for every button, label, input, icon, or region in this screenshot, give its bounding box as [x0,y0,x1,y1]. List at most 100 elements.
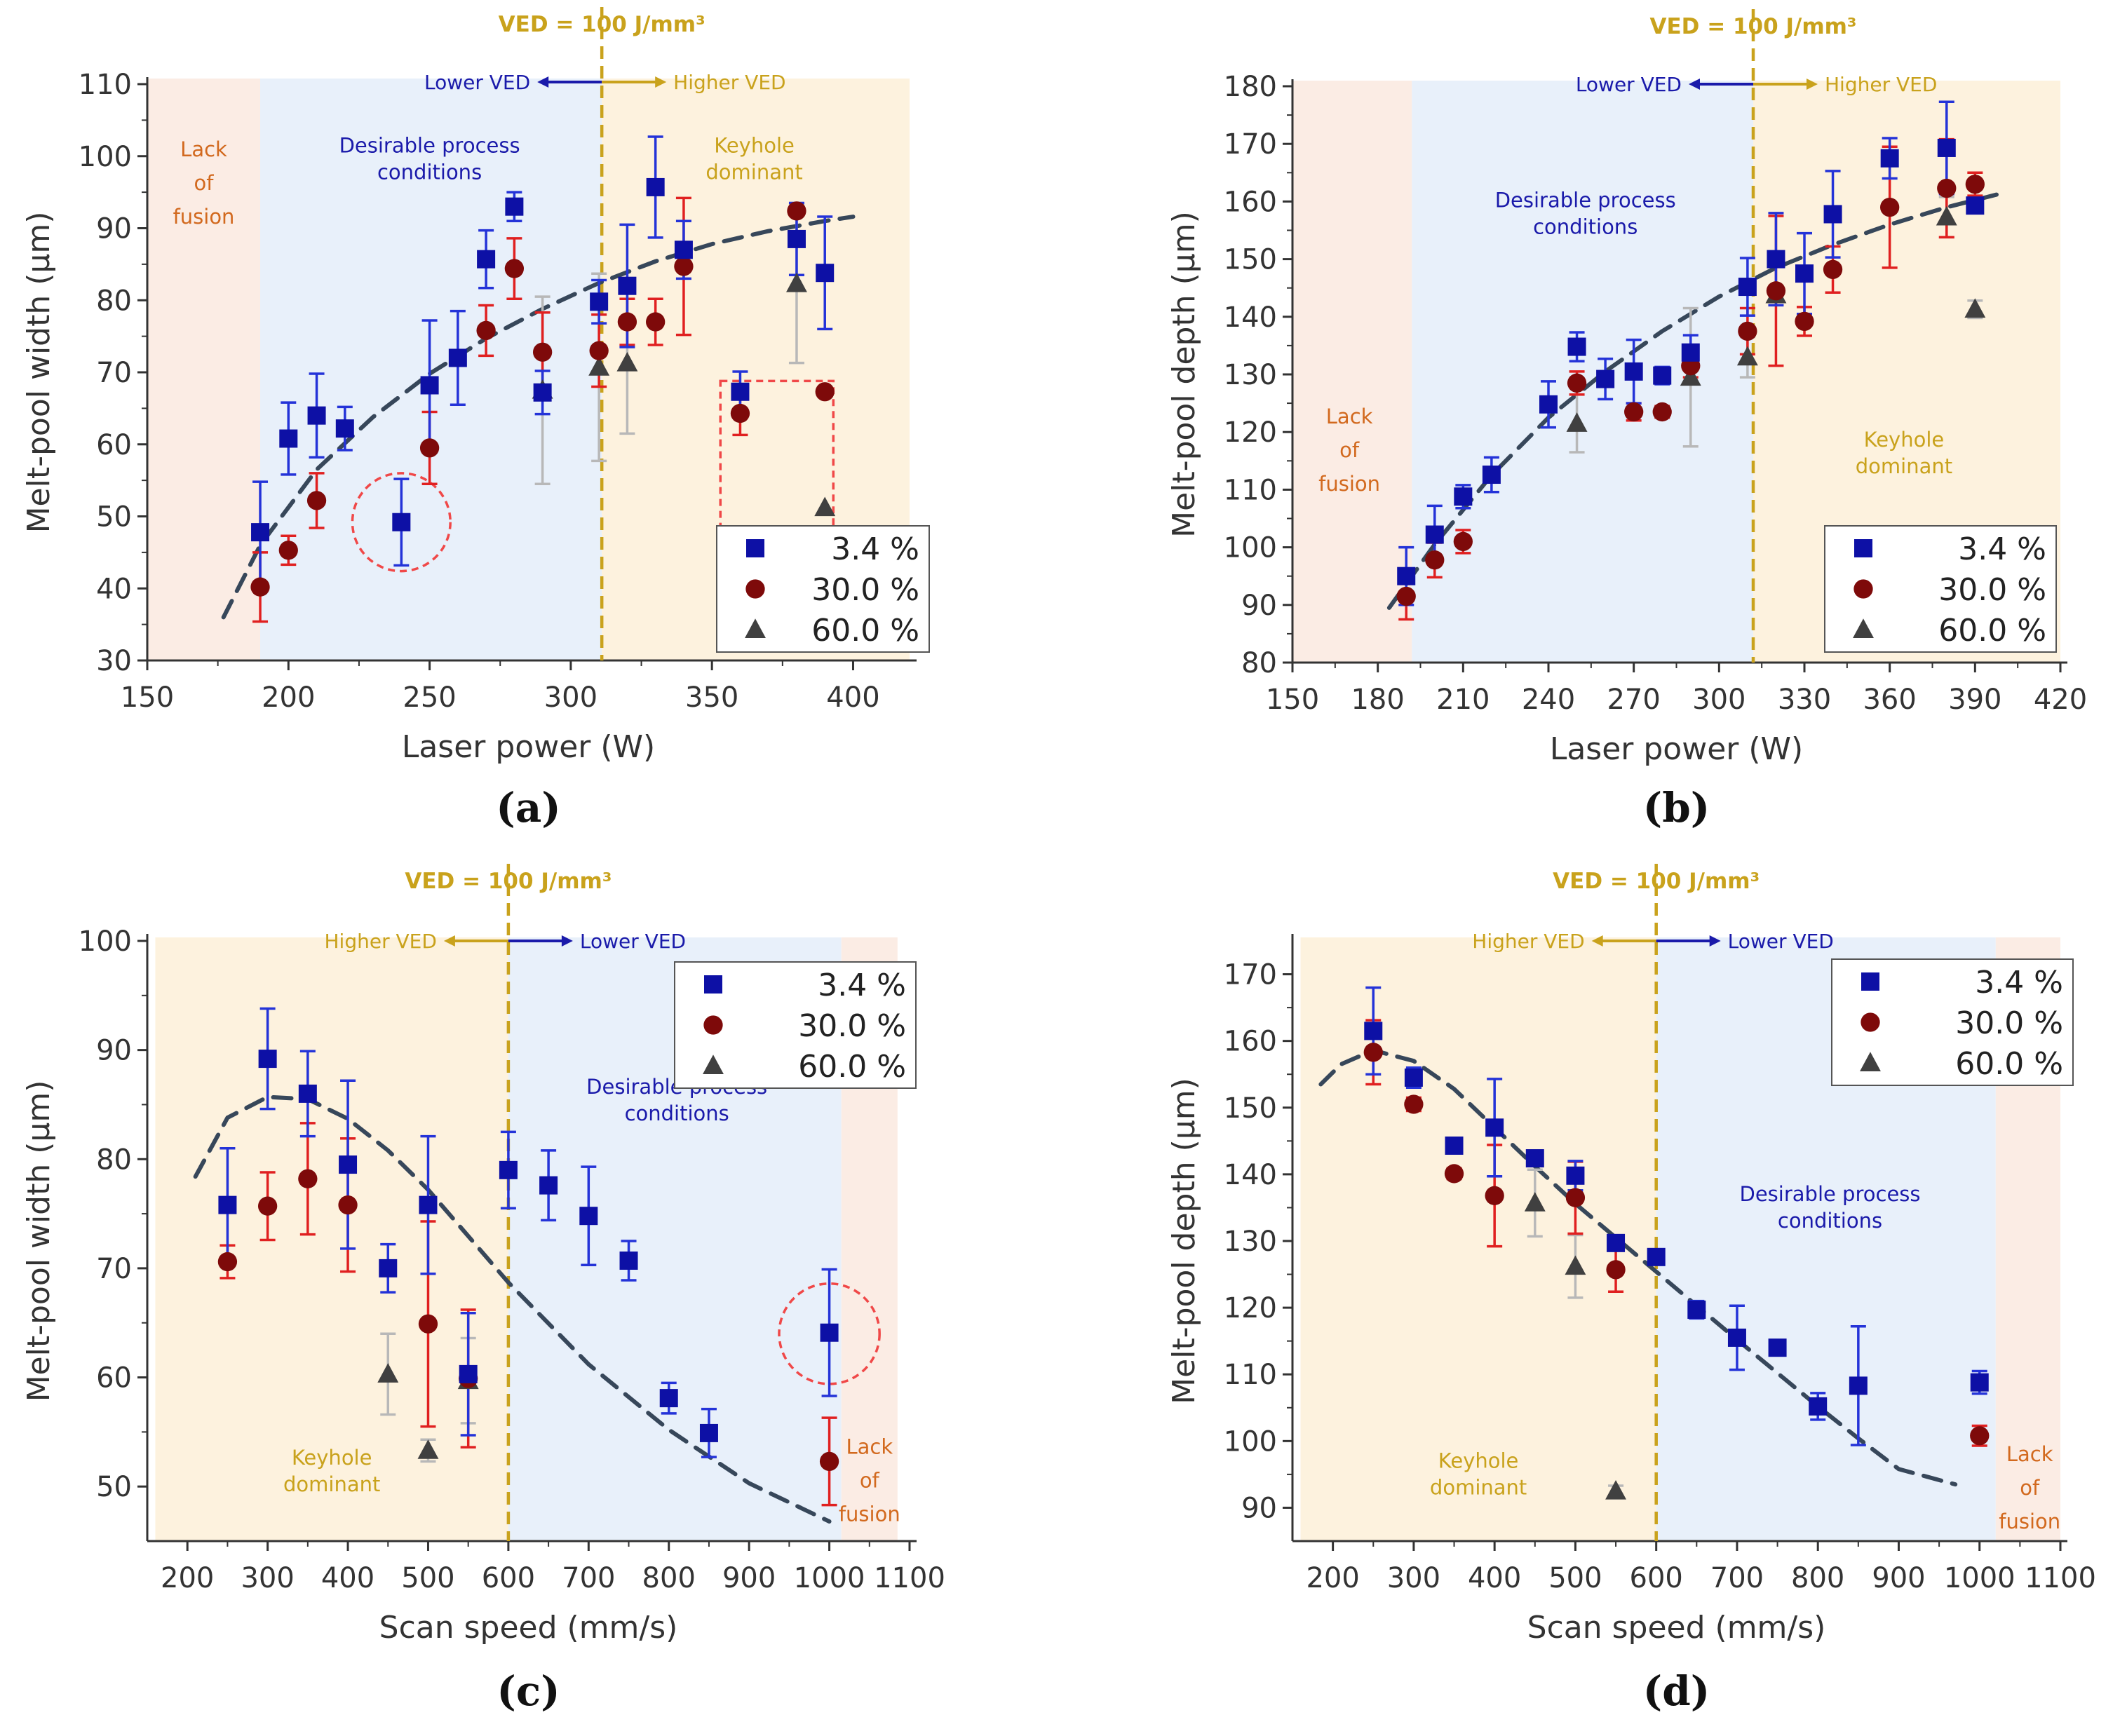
y-tick-label: 130 [1224,359,1277,391]
data-point-square [1482,466,1501,484]
data-point-square [579,1207,598,1226]
ved-side-label-left: Higher VED [324,930,436,953]
x-tick-label: 250 [403,681,456,714]
data-point-circle [1880,197,1900,217]
ved-arrowhead-left [537,76,549,88]
data-point-square [1767,250,1785,269]
y-tick-label: 110 [1224,474,1277,506]
x-tick-label: 1100 [2025,1562,2096,1594]
y-tick-label: 60 [96,1362,132,1395]
y-tick-label: 160 [1224,1026,1277,1058]
x-tick-label: 300 [544,681,597,714]
y-tick-label: 60 [96,429,132,461]
region-keyhole [1300,937,1656,1541]
data-point-square [1768,1338,1787,1357]
panel-label: (a) [496,784,560,832]
data-point-triangle [1964,298,1986,318]
ved-side-label-right: Higher VED [1825,73,1937,96]
data-point-circle [646,312,666,332]
region-label-lack: of [860,1468,880,1492]
data-point-circle [819,1451,839,1472]
data-point-square [731,382,750,401]
data-point-square [674,240,693,259]
ved-side-label-right: Lower VED [580,930,686,953]
legend-label: 60.0 % [811,613,919,649]
data-point-circle [1606,1260,1626,1280]
data-point-circle [1795,311,1814,332]
data-point-square [619,1252,638,1270]
x-tick-label: 420 [2034,684,2087,716]
data-point-triangle [814,496,836,517]
data-point-triangle [1936,205,1957,226]
data-point-circle [815,382,835,402]
data-point-square [1738,278,1757,297]
y-tick-label: 150 [1224,1092,1277,1125]
legend-label: 3.4 % [1958,531,2046,567]
region-label-keyhole: dominant [705,161,802,184]
data-point-square [1687,1300,1706,1319]
x-tick-label: 900 [722,1562,776,1594]
data-point-square [1681,343,1700,362]
chart-panel-d: 200 300 400 500 600 700 800 900 1000 1100 90 100 110… [1166,864,2096,1715]
legend-marker-square [1861,972,1879,991]
data-point-circle [419,438,440,458]
x-tick-label: 1100 [874,1562,945,1594]
chart-panel-a: 150 200 250 300 350 400 30 40 50 60 70 80 90 100 110 La… [21,7,930,832]
y-tick-label: 70 [96,357,132,389]
y-tick-label: 160 [1224,186,1277,218]
x-tick-label: 360 [1863,684,1916,716]
x-tick-label: 900 [1872,1562,1925,1594]
y-tick-label: 170 [1224,128,1277,161]
data-point-circle [1766,281,1786,301]
y-tick-label: 120 [1224,1292,1277,1324]
legend-label: 3.4 % [1975,965,2063,1001]
region-label-lack: fusion [173,205,235,229]
data-point-square [258,1050,277,1069]
data-point-square [1880,149,1899,168]
data-point-square [1425,525,1444,544]
data-point-square [459,1364,478,1383]
region-label-lack: Lack [180,137,227,161]
data-point-square [307,406,326,425]
y-tick-label: 180 [1224,71,1277,103]
data-point-circle [1652,402,1672,422]
region-label-lack: Lack [2006,1442,2053,1466]
y-tick-label: 50 [96,501,132,534]
ved-arrowhead-right [655,76,667,88]
trend-line [193,1094,832,1524]
data-point-circle [418,1314,438,1334]
data-point-square [335,419,354,438]
data-point-square [659,1389,678,1408]
data-point-circle [1363,1043,1383,1062]
data-point-square [379,1259,398,1277]
data-point-circle [1453,531,1473,552]
data-point-square [1404,1068,1423,1087]
data-point-square [539,1176,558,1195]
region-label-desirable: conditions [1533,215,1638,239]
region-lack [147,79,261,660]
data-point-circle [1567,373,1587,393]
legend: 3.4 % 30.0 % 60.0 % [716,525,930,653]
y-tick-label: 120 [1224,416,1277,449]
data-point-circle [338,1195,358,1215]
x-tick-label: 1000 [794,1562,865,1594]
data-point-square [1539,395,1558,414]
data-point-square [1485,1118,1504,1137]
data-point-square [499,1160,518,1179]
legend-label: 60.0 % [1938,613,2046,649]
x-tick-label: 300 [241,1562,294,1594]
y-tick-label: 100 [1224,532,1277,564]
data-point-circle [1444,1164,1464,1184]
data-point-circle [1965,175,1985,194]
y-axis-label: Melt-pool depth (μm) [1166,1078,1202,1404]
region-label-lack: fusion [1999,1510,2060,1533]
y-tick-label: 80 [96,285,132,317]
data-point-square [251,523,270,542]
data-point-circle [217,1252,238,1272]
y-tick-label: 50 [96,1471,132,1503]
ved-side-label-left: Lower VED [424,71,530,94]
data-point-circle [1624,402,1644,422]
data-point-circle [476,320,496,341]
legend-marker-triangle [1860,1052,1881,1071]
